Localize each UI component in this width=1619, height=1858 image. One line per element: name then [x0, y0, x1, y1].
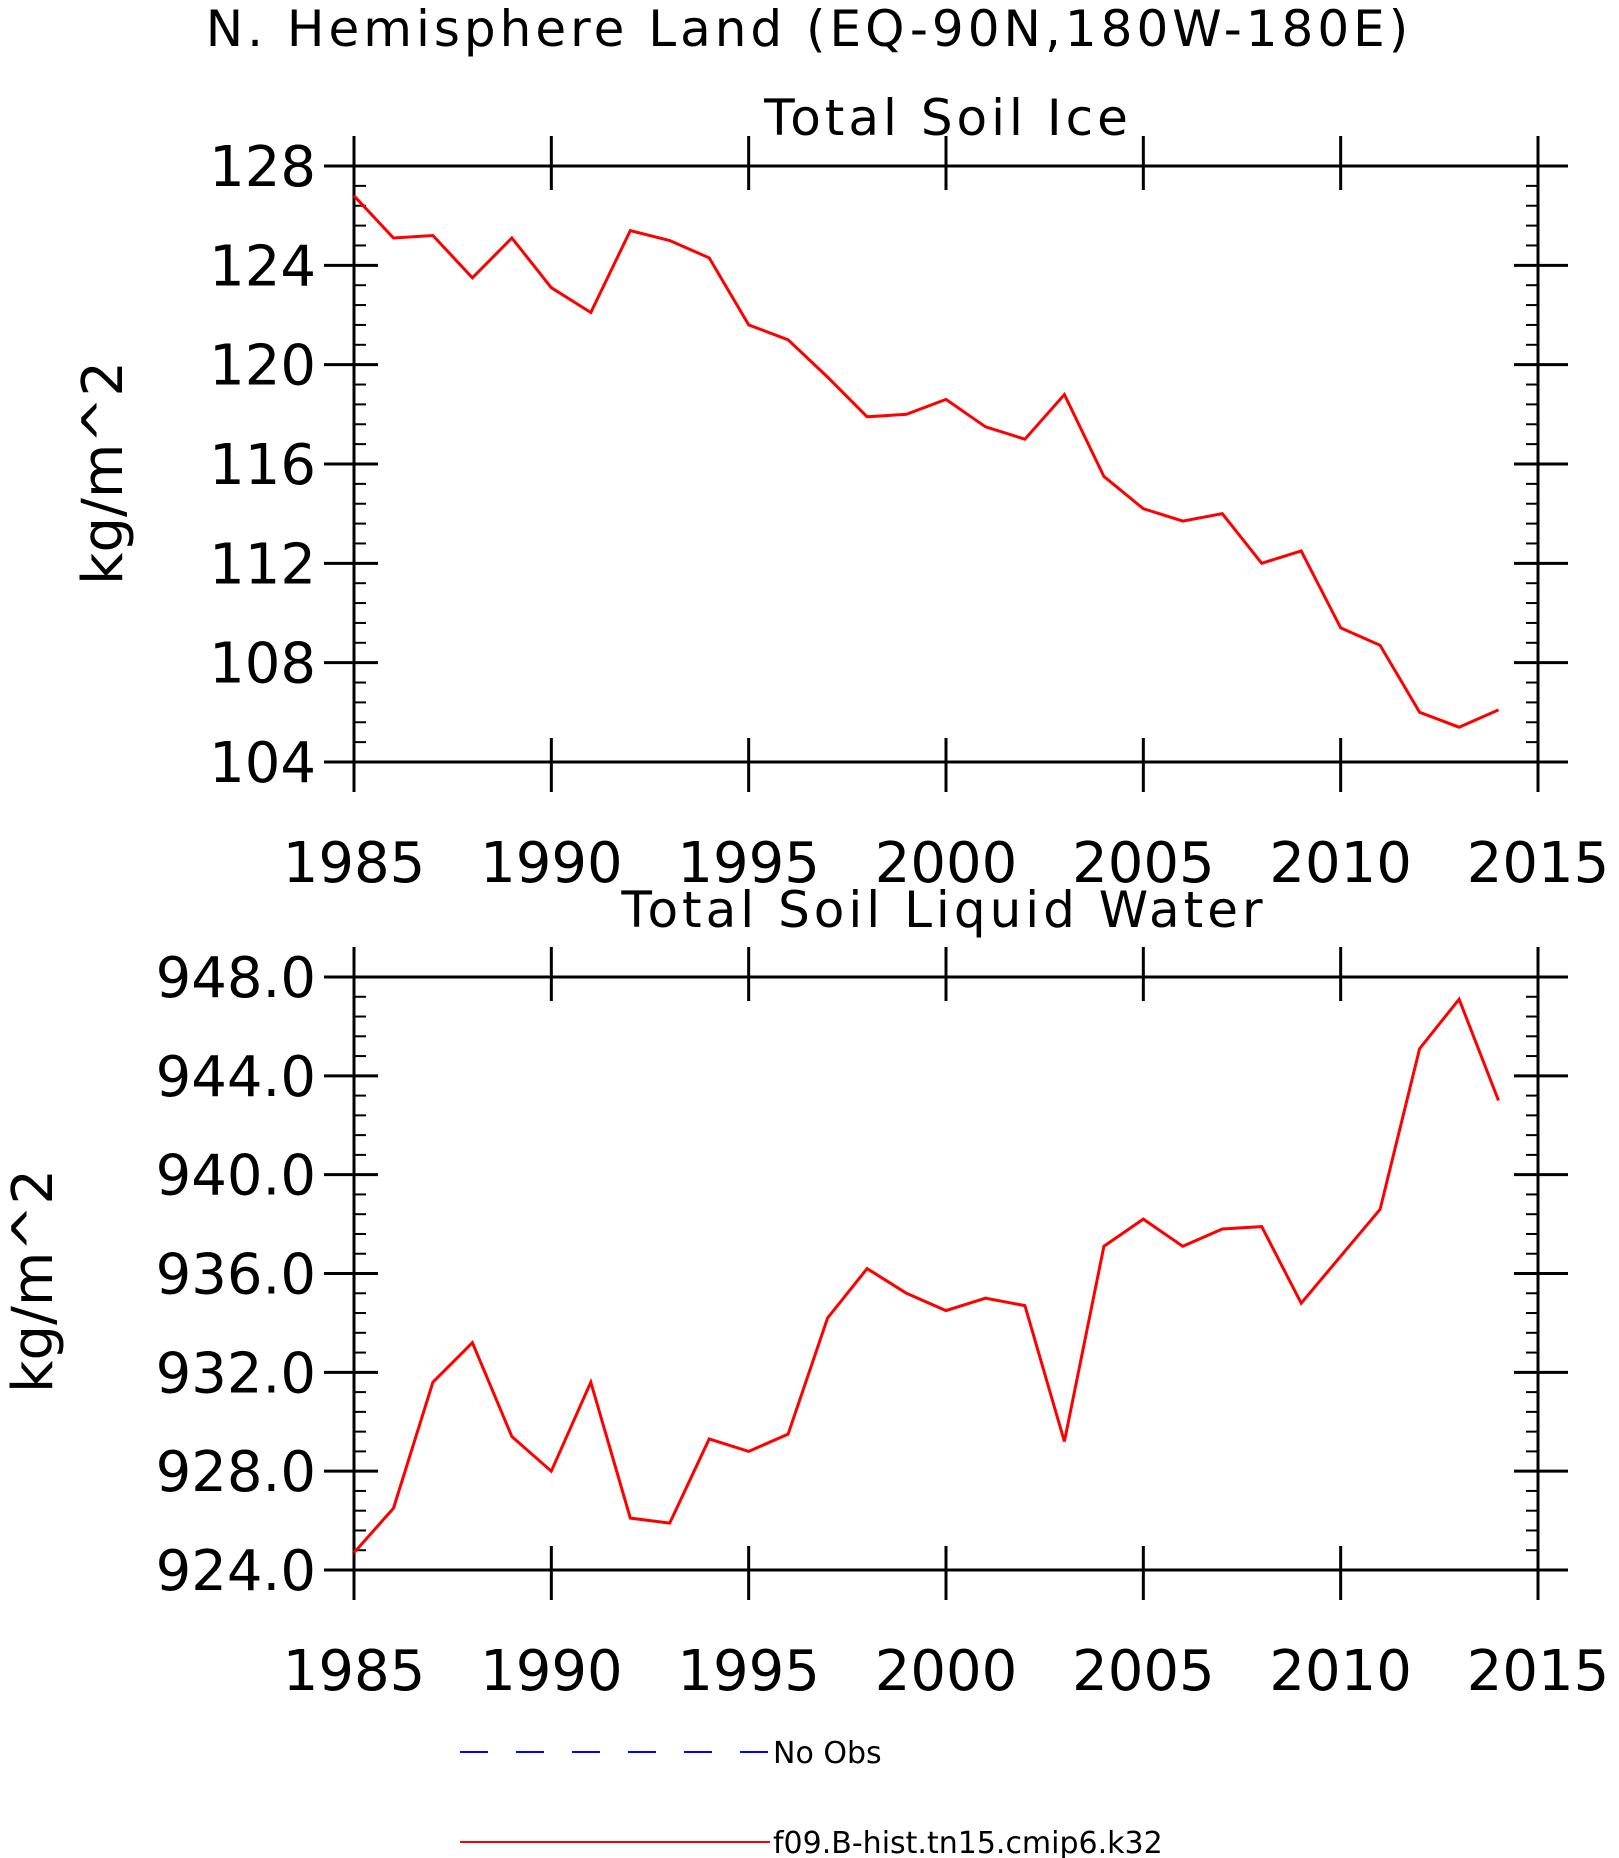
soil-liquid-water-ytick-label: 940.0 — [156, 1144, 316, 1209]
soil-liquid-water-ytick-label: 928.0 — [156, 1440, 316, 1505]
soil-ice-xtick-label: 1985 — [283, 831, 426, 896]
soil-ice-xtick-label: 2015 — [1467, 831, 1610, 896]
soil-liquid-water-marks — [352, 996, 1500, 1554]
soil-ice-xtick-label: 2005 — [1072, 831, 1215, 896]
soil-liquid-water-ytick-label: 944.0 — [156, 1045, 316, 1110]
soil-ice-ytick-label: 128 — [209, 135, 316, 200]
soil-liquid-water-series-line — [352, 996, 1500, 1554]
soil-liquid-water-xtick-label: 2000 — [875, 1639, 1018, 1704]
soil-liquid-water-ytick-label: 948.0 — [156, 946, 316, 1011]
soil-ice-ytick-label: 124 — [209, 234, 316, 299]
soil-liquid-water-xtick-label: 1985 — [283, 1639, 426, 1704]
legend-label-no-obs: No Obs — [773, 1736, 882, 1771]
soil-liquid-water-xtick-label: 2010 — [1269, 1639, 1412, 1704]
soil-ice-xtick-label: 2000 — [875, 831, 1018, 896]
soil-ice-ytick-label: 108 — [209, 632, 316, 697]
soil-liquid-water-ylabel: kg/m^2 — [1, 1169, 66, 1393]
soil-liquid-water-ytick-label: 932.0 — [156, 1341, 316, 1406]
soil-liquid-water-axes: 924.0 928.0 932.0 936.0 940.0 944.0 948.0 1985 1… — [156, 946, 1610, 1704]
soil-ice-ytick-label: 116 — [209, 433, 316, 498]
soil-ice-ytick-label: 112 — [209, 532, 316, 597]
soil-liquid-water-plot-frame — [352, 975, 1540, 1572]
soil-liquid-water-panel: Total Soil Liquid Water kg/m^2 924.0 928.… — [1, 881, 1609, 1704]
soil-liquid-water-ytick-label: 924.0 — [156, 1539, 316, 1604]
figure-title: N. Hemisphere Land (EQ-90N,180W-180E) — [206, 0, 1413, 58]
soil-ice-axes: 104 108 112 116 120 124 128 1985 1990 1995 2000 200… — [209, 135, 1609, 896]
soil-liquid-water-ytick-label: 936.0 — [156, 1243, 316, 1308]
soil-liquid-water-xtick-label: 1995 — [677, 1639, 820, 1704]
legend-label-model: f09.B-hist.tn15.cmip6.k32 — [773, 1826, 1163, 1858]
soil-ice-ytick-label: 120 — [209, 334, 316, 399]
soil-ice-xtick-label: 2010 — [1269, 831, 1412, 896]
soil-liquid-water-title: Total Soil Liquid Water — [620, 881, 1266, 939]
soil-ice-ytick-label: 104 — [209, 731, 316, 796]
soil-liquid-water-xtick-label: 2015 — [1467, 1639, 1610, 1704]
soil-ice-ylabel: kg/m^2 — [71, 361, 136, 585]
soil-ice-xtick-label: 1995 — [677, 831, 820, 896]
soil-ice-marks — [352, 194, 1500, 729]
soil-ice-panel: Total Soil Ice kg/m^2 104108112116120124… — [71, 89, 1609, 896]
soil-ice-series-line — [352, 194, 1500, 729]
soil-ice-plot-frame — [352, 164, 1540, 764]
legend: No Obs f09.B-hist.tn15.cmip6.k32 — [460, 1736, 1163, 1858]
soil-liquid-water-xtick-label: 2005 — [1072, 1639, 1215, 1704]
soil-liquid-water-xtick-label: 1990 — [480, 1639, 623, 1704]
soil-ice-xtick-label: 1990 — [480, 831, 623, 896]
